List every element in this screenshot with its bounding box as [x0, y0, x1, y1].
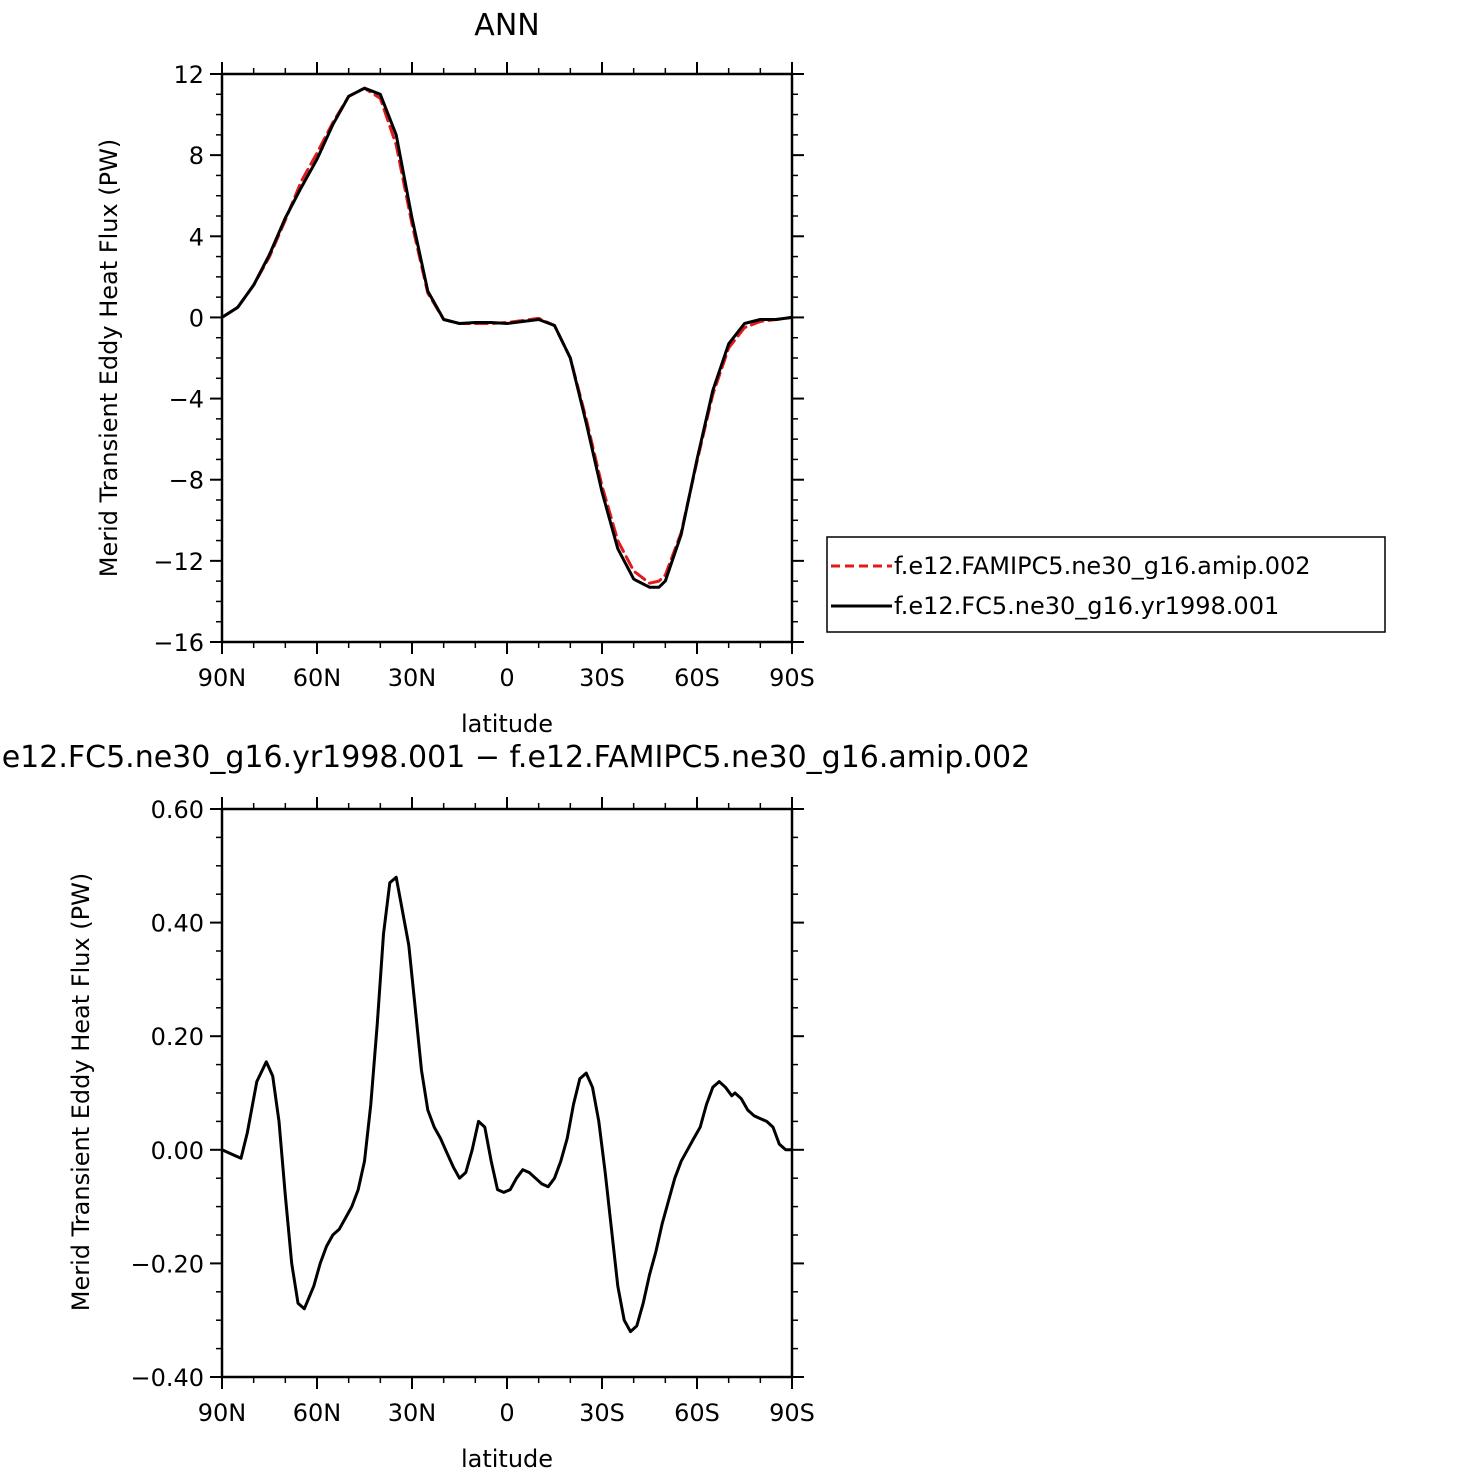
bottom-x-tick-label: 90N — [198, 1399, 247, 1427]
top-y-tick-label: 4 — [189, 223, 204, 251]
top-chart-title: ANN — [474, 8, 539, 43]
top-x-axis-label: latitude — [461, 710, 553, 738]
bottom-x-tick-label: 30S — [579, 1399, 625, 1427]
bottom-x-tick-label: 60S — [674, 1399, 720, 1427]
top-x-tick-label: 0 — [499, 664, 514, 692]
bottom-y-tick-label: 0.20 — [151, 1023, 204, 1051]
bottom-x-tick-label: 0 — [499, 1399, 514, 1427]
top-series-line-1 — [220, 86, 794, 589]
top-x-tick-label: 30N — [388, 664, 437, 692]
top-y-tick-label: 12 — [173, 61, 204, 89]
top-plot-frame — [220, 72, 794, 644]
top-panel: ANN Merid Transient Eddy Heat Flux (PW) … — [95, 8, 815, 738]
top-y-tick-label: −16 — [153, 629, 204, 657]
bottom-chart-title: f.e12.FC5.ne30_g16.yr1998.001 − f.e12.FA… — [0, 740, 1030, 775]
bottom-series-line-0 — [220, 875, 794, 1334]
bottom-y-axis-label: Merid Transient Eddy Heat Flux (PW) — [67, 873, 95, 1311]
top-y-tick-label: −12 — [153, 548, 204, 576]
top-y-tick-label: 8 — [189, 142, 204, 170]
bottom-y-tick-label: 0.00 — [151, 1137, 204, 1165]
legend-label-amip: f.e12.FAMIPC5.ne30_g16.amip.002 — [894, 552, 1311, 580]
top-series-line-0 — [220, 86, 794, 585]
bottom-y-tick-label: −0.40 — [130, 1364, 204, 1392]
legend-label-fc5: f.e12.FC5.ne30_g16.yr1998.001 — [894, 592, 1279, 620]
top-y-tick-label: 0 — [189, 304, 204, 332]
top-x-tick-label: 30S — [579, 664, 625, 692]
bottom-x-tick-label: 60N — [293, 1399, 342, 1427]
legend-box — [826, 536, 1386, 633]
bottom-y-tick-label: −0.20 — [130, 1250, 204, 1278]
top-plot-area: 90N 60N 30N 0 30S 60S 90S −16 −12 −8 −4 0 4 8 12 — [153, 61, 815, 692]
top-x-tick-label: 60N — [293, 664, 342, 692]
top-x-tick-label: 90S — [769, 664, 815, 692]
top-x-tick-label: 60S — [674, 664, 720, 692]
bottom-panel: f.e12.FC5.ne30_g16.yr1998.001 − f.e12.FA… — [0, 740, 1030, 1473]
bottom-x-tick-label: 30N — [388, 1399, 437, 1427]
legend: f.e12.FAMIPC5.ne30_g16.amip.002 f.e12.FC… — [826, 536, 1386, 633]
top-x-tick-label: 90N — [198, 664, 247, 692]
bottom-plot-frame — [220, 807, 794, 1379]
bottom-x-axis-label: latitude — [461, 1445, 553, 1473]
bottom-y-tick-label: 0.60 — [151, 796, 204, 824]
bottom-plot-area: 90N 60N 30N 0 30S 60S 90S −0.40 −0.20 0.00 0.20 0.4… — [130, 796, 814, 1427]
bottom-y-tick-label: 0.40 — [151, 910, 204, 938]
top-y-axis-label: Merid Transient Eddy Heat Flux (PW) — [95, 139, 123, 577]
top-y-tick-label: −4 — [169, 386, 204, 414]
top-y-tick-label: −8 — [169, 467, 204, 495]
bottom-x-tick-label: 90S — [769, 1399, 815, 1427]
